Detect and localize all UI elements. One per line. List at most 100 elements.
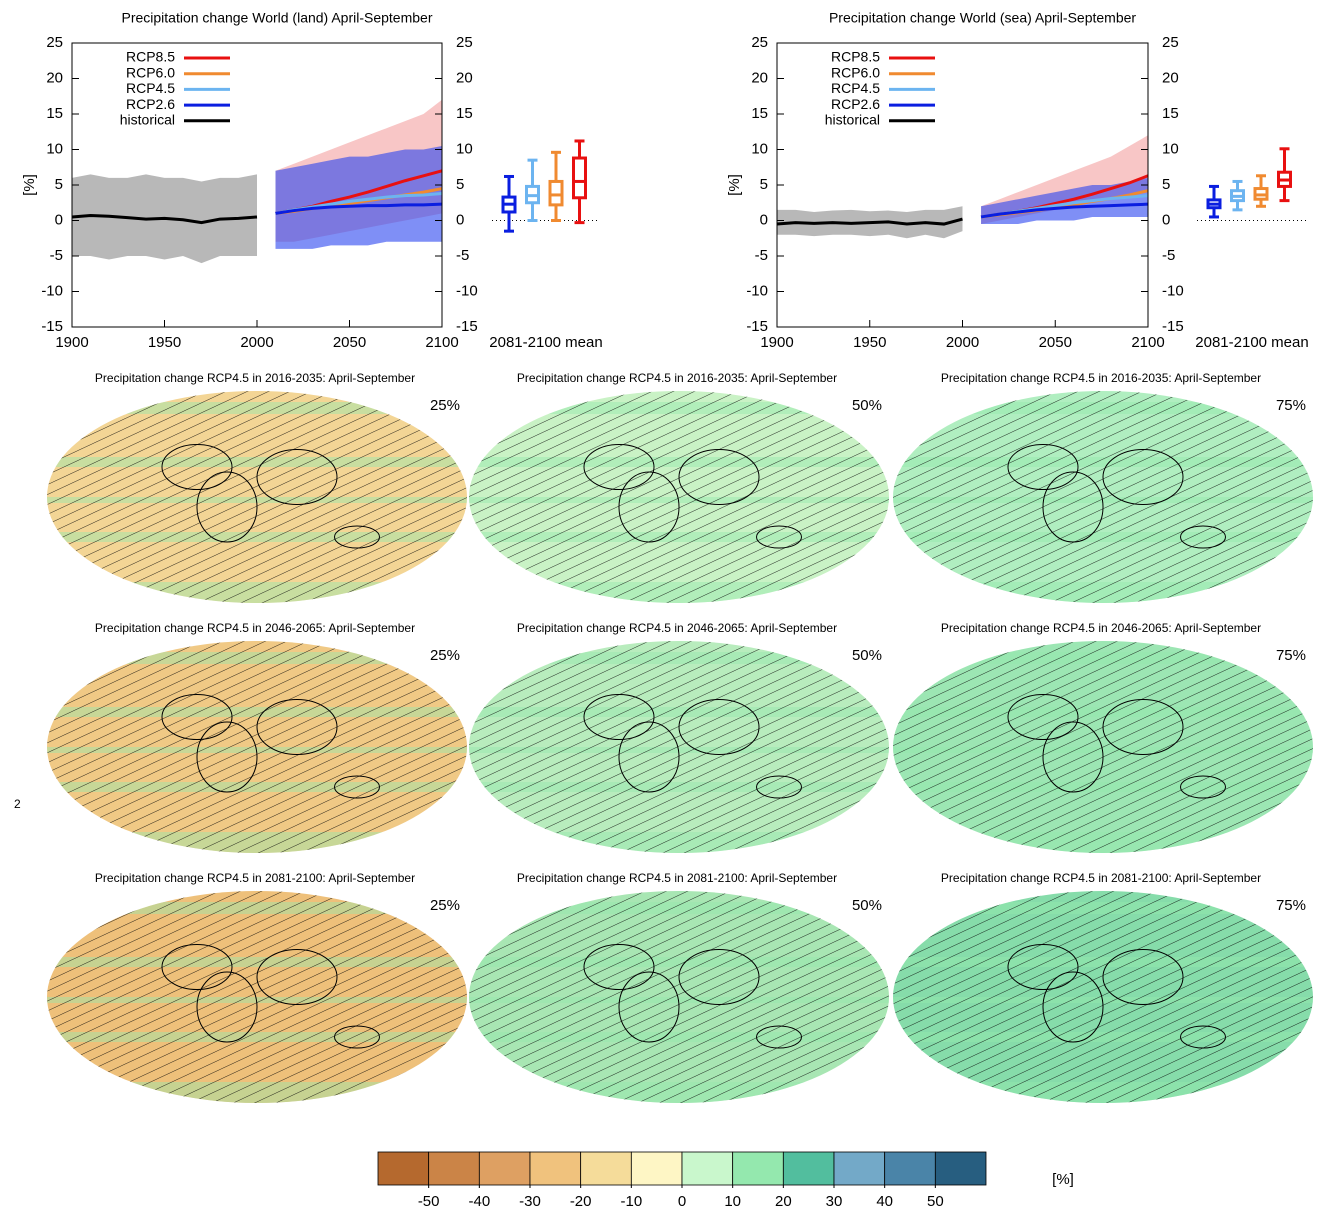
map-title: Precipitation change RCP4.5 in 2081-2100…	[95, 871, 415, 885]
map-label: 75%	[1276, 397, 1306, 414]
x-tick-label: 2100	[1131, 334, 1164, 351]
map	[469, 891, 889, 1103]
legend-label: RCP8.5	[126, 49, 175, 65]
colorbar-tick-label: 10	[724, 1193, 741, 1209]
y2-tick-label: 25	[456, 34, 473, 51]
y2-tick-label: 25	[1162, 34, 1179, 51]
colorbar-label: [%]	[1052, 1171, 1074, 1188]
colorbar-bin	[377, 1151, 430, 1186]
colorbar-bin	[630, 1151, 683, 1186]
legend-label: RCP8.5	[831, 49, 880, 65]
map	[47, 641, 467, 853]
y-tick-label: -15	[41, 318, 63, 335]
legend-label: RCP4.5	[126, 80, 175, 96]
map	[893, 391, 1313, 603]
y2-tick-label: 10	[1162, 140, 1179, 157]
hatching	[893, 391, 1313, 603]
y-tick-label: -10	[41, 282, 63, 299]
y2-tick-label: 20	[1162, 69, 1179, 86]
hatching	[893, 641, 1313, 853]
colorbar-tick-label: 0	[678, 1193, 686, 1209]
colorbar-tick-label: -50	[418, 1193, 440, 1209]
colorbar-tick-label: 30	[826, 1193, 843, 1209]
y-axis-label: [%]	[21, 174, 38, 196]
map-title: Precipitation change RCP4.5 in 2016-2035…	[941, 371, 1261, 385]
y-tick-label: 20	[751, 69, 768, 86]
colorbar-tick-label: -10	[620, 1193, 642, 1209]
x-tick-label: 2050	[333, 334, 366, 351]
y-tick-label: 10	[751, 140, 768, 157]
map	[47, 891, 467, 1103]
y2-tick-label: 15	[1162, 105, 1179, 122]
colorbar-tick-label: -20	[570, 1193, 592, 1209]
ensemble-range	[275, 145, 442, 249]
colorbar-bin	[782, 1151, 835, 1186]
map-label: 75%	[1276, 647, 1306, 664]
y2-tick-label: -5	[1162, 247, 1175, 264]
chart-title: Precipitation change World (land) April-…	[121, 10, 432, 26]
y2-tick-label: 5	[1162, 176, 1170, 193]
y-tick-label: 10	[46, 140, 63, 157]
legend-label: RCP4.5	[831, 80, 880, 96]
legend-label: historical	[120, 112, 175, 128]
map-title: Precipitation change RCP4.5 in 2016-2035…	[517, 371, 837, 385]
map-title: Precipitation change RCP4.5 in 2081-2100…	[517, 871, 837, 885]
y2-tick-label: -15	[456, 318, 478, 335]
map-label: 25%	[430, 397, 460, 414]
y2-tick-label: 15	[456, 105, 473, 122]
colorbar-bin	[529, 1151, 582, 1186]
hatching	[47, 891, 467, 1103]
y-tick-label: 5	[760, 176, 768, 193]
series-line	[71, 214, 258, 225]
map-title: Precipitation change RCP4.5 in 2081-2100…	[941, 871, 1261, 885]
map	[893, 891, 1313, 1103]
y-tick-label: 5	[55, 176, 63, 193]
hatching	[893, 891, 1313, 1103]
map-label: 50%	[852, 897, 882, 914]
hatching	[469, 891, 889, 1103]
map-title: Precipitation change RCP4.5 in 2046-2065…	[95, 621, 415, 635]
colorbar-tick-label: -30	[519, 1193, 541, 1209]
colorbar-bin	[428, 1151, 480, 1186]
y-tick-label: -15	[746, 318, 768, 335]
map-label: 25%	[430, 897, 460, 914]
map-label: 50%	[852, 397, 882, 414]
map	[47, 391, 467, 603]
map-label: 50%	[852, 647, 882, 664]
y2-tick-label: -10	[456, 282, 478, 299]
y2-tick-label: 10	[456, 140, 473, 157]
hatching	[469, 641, 889, 853]
y-tick-label: 20	[46, 69, 63, 86]
box-label: 2081-2100 mean	[489, 334, 602, 351]
series-line	[275, 202, 443, 215]
colorbar-bin	[580, 1151, 632, 1186]
legend-label: RCP6.0	[831, 64, 880, 80]
chart-title: Precipitation change World (sea) April-S…	[829, 10, 1136, 26]
y-axis-label: [%]	[726, 174, 743, 196]
map	[469, 641, 889, 853]
legend-label: RCP6.0	[126, 64, 175, 80]
hatching	[469, 391, 889, 603]
box	[572, 156, 587, 200]
x-tick-label: 2050	[1039, 334, 1072, 351]
legend-label: RCP2.6	[126, 96, 175, 112]
colorbar-bin	[833, 1151, 886, 1186]
series-line	[776, 217, 963, 226]
y2-tick-label: 20	[456, 69, 473, 86]
map-label: 25%	[430, 647, 460, 664]
y2-tick-label: 0	[456, 211, 464, 228]
page-number: 2	[14, 797, 21, 811]
y-tick-label: 15	[751, 105, 768, 122]
map-title: Precipitation change RCP4.5 in 2016-2035…	[95, 371, 415, 385]
y-tick-label: -5	[50, 247, 63, 264]
y-tick-label: -10	[746, 282, 768, 299]
map	[893, 641, 1313, 853]
x-tick-label: 1950	[148, 334, 181, 351]
y2-tick-label: -5	[456, 247, 469, 264]
map-label: 75%	[1276, 897, 1306, 914]
legend-label: RCP2.6	[831, 96, 880, 112]
y-tick-label: 25	[751, 34, 768, 51]
y-tick-label: 0	[760, 211, 768, 228]
colorbar-bin	[681, 1151, 734, 1186]
